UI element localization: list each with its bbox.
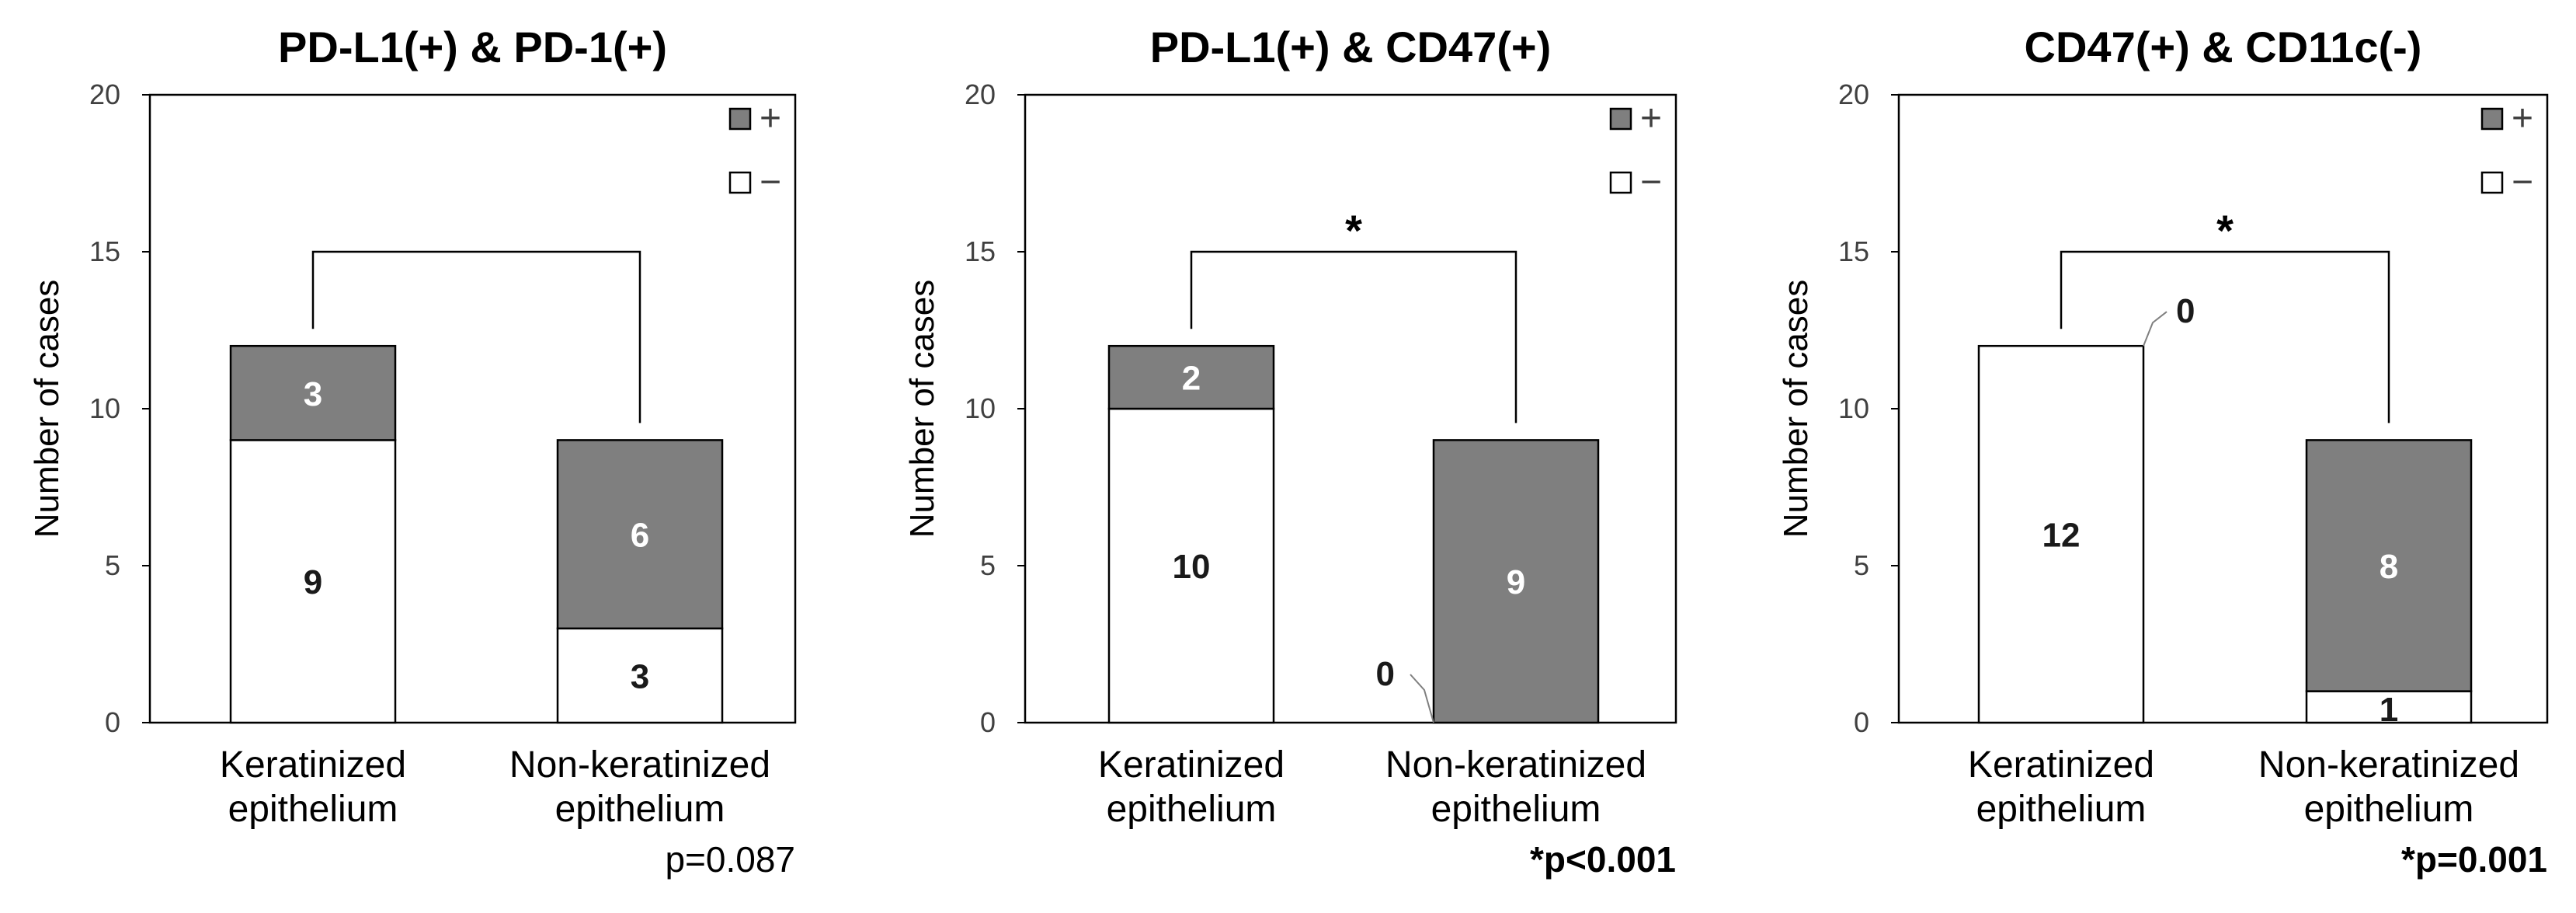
zero-callout-line [2143,311,2168,347]
bar-value-label: 3 [631,657,649,695]
legend-label: + [2512,98,2533,139]
comparison-bracket [311,250,641,423]
bar-segment [2305,690,2473,724]
legend-label: − [2512,162,2533,203]
y-tick-label: 5 [105,549,120,581]
x-category-label: Non-keratinized [509,744,770,786]
y-tick-label: 10 [965,392,996,424]
y-tick-label: 0 [1854,706,1869,738]
legend-swatch [1609,171,1632,194]
zero-callout-label: 0 [2176,292,2195,330]
chart-panel-1: PD-L1(+) & PD-1(+) 0 5 10 15 20 Number of case… [28,23,797,880]
bar-segment [1107,344,1275,410]
bar-value-label: 6 [631,517,649,555]
y-tick-label: 20 [1838,78,1869,110]
p-value-label: *p<0.001 [1530,839,1676,880]
y-tick-label: 15 [965,235,996,267]
bar-value-label: 3 [304,375,322,413]
x-category-label: Keratinized [1098,744,1285,786]
zero-callout-label: 0 [1376,655,1395,693]
y-axis-label: Number of cases [1777,280,1815,538]
y-axis-label: Number of cases [903,280,941,538]
x-category-label: Keratinized [220,744,406,786]
bar-segment [556,439,724,630]
y-tick-label: 0 [980,706,996,738]
bar-value-label: 12 [2042,517,2081,555]
zero-callout-line [1410,674,1434,723]
y-tick-label: 15 [1838,235,1869,267]
bar-segment [556,627,724,724]
y-tick-label: 0 [105,706,120,738]
legend-label: − [760,162,781,203]
bar-segment [1977,344,2145,724]
x-category-label: Non-keratinized [2258,744,2519,786]
bar-value-label: 1 [2380,691,2398,729]
y-tick-label: 20 [965,78,996,110]
legend-label: + [1640,98,1662,139]
bar-value-label: 9 [304,563,322,601]
p-value-label: p=0.087 [665,839,795,880]
y-axis-label: Number of cases [28,280,66,538]
legend-swatch [1609,107,1632,131]
y-tick-label: 20 [89,78,120,110]
chart-title: PD-L1(+) & PD-1(+) [278,23,667,71]
y-tick-label: 5 [1854,549,1869,581]
comparison-bracket [2060,250,2390,423]
legend-label: − [1640,162,1662,203]
x-category-label: epithelium [1431,789,1601,830]
legend-swatch [2480,171,2504,194]
chart-title: CD47(+) & CD11c(-) [2025,23,2422,71]
bar-segment [1107,407,1275,724]
chart-title: PD-L1(+) & CD47(+) [1150,23,1552,71]
x-category-label: epithelium [555,789,725,830]
bar-value-label: 9 [1507,563,1525,601]
legend-swatch [728,171,752,194]
bar-segment [229,344,397,441]
significance-marker: * [2216,206,2234,255]
x-category-label: epithelium [1976,789,2147,830]
bar-value-label: 10 [1173,548,1211,586]
bar-segment [2305,439,2473,692]
y-tick-label: 5 [980,549,996,581]
significance-marker: * [1345,206,1362,255]
y-tick-label: 10 [89,392,120,424]
x-category-label: epithelium [228,789,398,830]
y-tick-label: 10 [1838,392,1869,424]
comparison-bracket [1190,250,1517,423]
bar-value-label: 2 [1182,360,1201,398]
p-value-label: *p=0.001 [2401,839,2547,880]
x-category-label: epithelium [1107,789,1277,830]
legend-swatch [728,107,752,131]
legend-label: + [760,98,781,139]
x-category-label: Keratinized [1968,744,2154,786]
bar-value-label: 8 [2380,548,2398,586]
x-category-label: epithelium [2304,789,2474,830]
x-category-label: Non-keratinized [1385,744,1646,786]
y-tick-label: 15 [89,235,120,267]
bar-segment [1432,439,1600,724]
legend-swatch [2480,107,2504,131]
